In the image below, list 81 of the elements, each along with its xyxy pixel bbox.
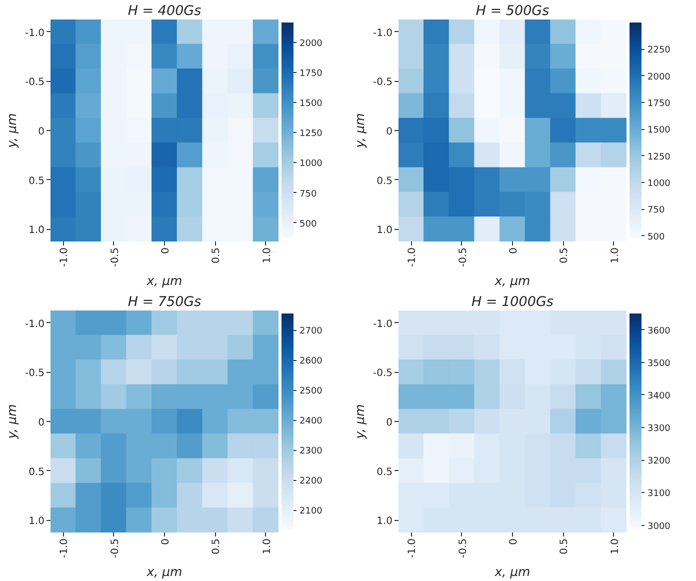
x-tick-label: 0.5 xyxy=(559,247,570,264)
color-bar-label: 2500 xyxy=(300,386,323,396)
color-bar-label: 2700 xyxy=(300,326,323,336)
color-bar-label: 3500 xyxy=(648,358,671,369)
y-tick-label: -0.5 xyxy=(24,77,45,88)
color-bar-label: 3100 xyxy=(648,489,671,500)
x-tick-label: 0 xyxy=(160,247,172,254)
y-tick-label: 1.0 xyxy=(376,516,393,528)
color-bar-label: 1750 xyxy=(648,99,671,109)
y-tick-label: 0.5 xyxy=(376,176,393,187)
color-bar-label: 2000 xyxy=(648,72,671,82)
color-bar-label: 1500 xyxy=(300,99,323,110)
color-bar-label: 2000 xyxy=(300,38,323,49)
y-tick-label: -1.0 xyxy=(24,318,45,330)
color-bar-label: 2250 xyxy=(648,46,671,56)
color-bar-label: 750 xyxy=(300,189,317,200)
color-bar-label: 1500 xyxy=(648,126,671,136)
color-bar-label: 1250 xyxy=(300,129,323,140)
y-tick-label: 0.5 xyxy=(28,466,45,478)
y-tick-label: -1.0 xyxy=(24,28,45,39)
x-tick-label: -1.0 xyxy=(407,247,418,268)
x-tick-label: 0 xyxy=(160,538,172,545)
color-bar-label: 500 xyxy=(648,232,665,242)
color-bar-label: 3600 xyxy=(648,326,671,336)
x-axis-title: x, μm xyxy=(146,273,182,288)
color-bar-label: 1250 xyxy=(648,152,671,162)
y-tick-label: 0.5 xyxy=(28,176,45,187)
chart-title: H = 1000Gs xyxy=(472,294,554,310)
color-bar-label: 500 xyxy=(300,219,317,230)
color-bar-label: 3400 xyxy=(648,391,671,402)
x-tick-label: 0.5 xyxy=(211,538,222,554)
color-bar-label: 2300 xyxy=(300,446,323,456)
y-tick-label: 0 xyxy=(38,418,45,428)
y-tick-label: 0 xyxy=(386,126,393,138)
color-bar-label: 1000 xyxy=(648,179,671,189)
y-tick-label: 0 xyxy=(38,126,45,138)
chart-title: H = 750Gs xyxy=(128,294,202,310)
x-tick-label: 0 xyxy=(508,247,520,254)
x-tick-label: 1.0 xyxy=(610,247,621,264)
x-tick-label: 1.0 xyxy=(262,247,273,264)
x-axis-title: x, μm xyxy=(494,564,530,580)
y-axis-title: y, μm xyxy=(4,113,19,149)
x-tick-label: 0.5 xyxy=(559,538,570,554)
x-axis-title: x, μm xyxy=(146,564,182,580)
y-tick-label: -0.5 xyxy=(372,368,393,380)
y-axis-title: y, μm xyxy=(4,404,19,440)
x-tick-label: 0 xyxy=(508,538,520,545)
x-tick-label: -0.5 xyxy=(110,247,121,268)
color-bar-label: 1750 xyxy=(300,68,323,79)
x-tick-label: -1.0 xyxy=(59,538,70,558)
y-axis-title: y, μm xyxy=(352,113,367,149)
chart-title: H = 500Gs xyxy=(476,3,550,19)
color-bar-label: 2200 xyxy=(300,476,323,486)
x-tick-label: 1.0 xyxy=(262,538,273,554)
color-bar-label: 2600 xyxy=(300,356,323,366)
y-axis-title: y, μm xyxy=(352,404,367,440)
x-tick-label: 0.5 xyxy=(211,247,222,264)
y-tick-label: -1.0 xyxy=(372,318,393,330)
y-tick-label: -0.5 xyxy=(372,77,393,88)
x-tick-label: 1.0 xyxy=(610,538,621,554)
y-tick-label: -0.5 xyxy=(24,368,45,380)
color-bar-label: 1000 xyxy=(300,159,323,170)
color-bar-label: 3200 xyxy=(648,456,671,467)
color-bar-label: 3000 xyxy=(648,522,671,532)
y-tick-label: 0 xyxy=(386,418,393,428)
x-tick-label: -0.5 xyxy=(110,538,121,558)
y-tick-label: -1.0 xyxy=(372,28,393,39)
y-tick-label: 1.0 xyxy=(28,516,45,528)
x-axis-title: x, μm xyxy=(494,273,530,288)
chart-title: H = 400Gs xyxy=(128,3,202,19)
color-bar-label: 2400 xyxy=(300,416,323,426)
color-bar-label: 750 xyxy=(648,206,665,216)
y-tick-label: 1.0 xyxy=(28,225,45,236)
color-bar-label: 2100 xyxy=(300,506,323,516)
x-tick-label: -1.0 xyxy=(59,247,70,268)
color-bar-label: 3300 xyxy=(648,424,671,434)
x-tick-label: -0.5 xyxy=(458,538,469,558)
y-tick-label: 0.5 xyxy=(376,466,393,478)
x-tick-label: -1.0 xyxy=(407,538,418,558)
x-tick-label: -0.5 xyxy=(458,247,469,268)
y-tick-label: 1.0 xyxy=(376,225,393,236)
